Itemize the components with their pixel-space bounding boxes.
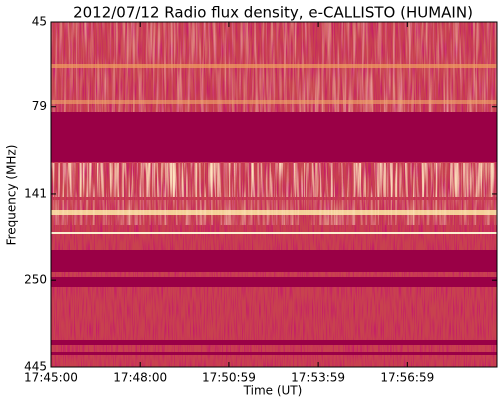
y-tick-label: 250 bbox=[24, 273, 47, 287]
band bbox=[51, 277, 497, 287]
y-tick-label: 445 bbox=[24, 360, 47, 374]
spectrogram-image bbox=[51, 22, 497, 367]
x-tick-label: 17:53:59 bbox=[291, 371, 345, 385]
x-tick-label: 17:48:00 bbox=[113, 371, 167, 385]
band bbox=[51, 100, 497, 104]
x-tick-label: 17:45:00 bbox=[24, 371, 78, 385]
band bbox=[51, 112, 497, 162]
y-tick-label: 141 bbox=[24, 186, 47, 200]
texture bbox=[51, 200, 497, 225]
x-tick-label: 17:56:59 bbox=[380, 371, 434, 385]
y-tick-label: 45 bbox=[32, 15, 47, 29]
band bbox=[51, 250, 497, 272]
texture bbox=[51, 163, 497, 197]
plot-frame bbox=[50, 21, 498, 368]
y-axis-label: Frequency (MHz) bbox=[5, 145, 19, 246]
band bbox=[51, 64, 497, 68]
y-tick-label: 79 bbox=[32, 99, 47, 113]
band bbox=[51, 340, 497, 345]
chart-title: 2012/07/12 Radio flux density, e-CALLIST… bbox=[73, 4, 473, 22]
x-axis-label: Time (UT) bbox=[243, 384, 303, 398]
x-tick-label: 17:50:59 bbox=[202, 371, 256, 385]
band bbox=[51, 232, 497, 234]
band bbox=[51, 352, 497, 355]
